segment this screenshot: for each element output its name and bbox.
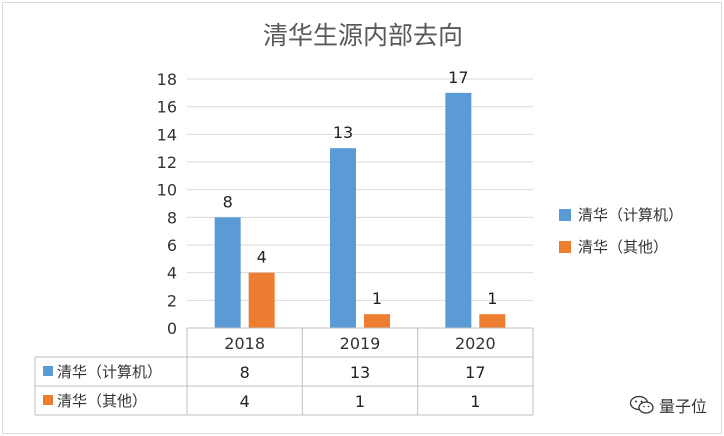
table-cell: 8 <box>240 363 250 382</box>
table-legend-key <box>43 395 53 405</box>
data-label: 8 <box>223 192 233 211</box>
watermark: 量子位 <box>629 393 707 417</box>
y-tick-label: 8 <box>167 208 177 227</box>
legend-key <box>559 241 571 253</box>
y-tick-label: 2 <box>167 291 177 310</box>
bar-2020-0 <box>445 92 472 328</box>
table-cell: 17 <box>465 363 485 382</box>
data-label: 1 <box>372 289 382 308</box>
x-tick-label: 2020 <box>455 334 496 353</box>
y-tick-label: 12 <box>157 153 177 172</box>
y-tick-label: 16 <box>157 98 177 117</box>
table-legend-key <box>43 366 53 376</box>
data-label: 17 <box>448 68 468 87</box>
y-tick-label: 14 <box>157 125 177 144</box>
data-label: 4 <box>257 248 267 267</box>
table-series-name: 清华（其他） <box>57 392 147 410</box>
table-cell: 13 <box>350 363 370 382</box>
x-tick-label: 2018 <box>224 334 265 353</box>
x-tick-label: 2019 <box>340 334 381 353</box>
data-label: 13 <box>333 123 353 142</box>
watermark-text: 量子位 <box>658 397 707 416</box>
legend-label: 清华（计算机） <box>578 206 683 224</box>
wechat-icon <box>629 395 654 414</box>
table-cell: 4 <box>240 392 250 411</box>
bar-2018-0 <box>214 217 241 328</box>
table-cell: 1 <box>355 392 365 411</box>
y-tick-label: 4 <box>167 264 177 283</box>
y-tick-label: 0 <box>167 319 177 338</box>
legend-label: 清华（其他） <box>578 238 668 256</box>
bar-2019-1 <box>364 314 390 328</box>
table-cell: 1 <box>470 392 480 411</box>
chart-title: 清华生源内部去向 <box>263 21 463 50</box>
bar-2018-1 <box>248 272 275 328</box>
y-tick-label: 6 <box>167 236 177 255</box>
bar-2020-1 <box>479 314 506 328</box>
y-tick-label: 10 <box>157 181 177 200</box>
legend-key <box>559 209 571 221</box>
data-label: 1 <box>487 289 497 308</box>
y-tick-label: 18 <box>157 70 177 89</box>
table-series-name: 清华（计算机） <box>57 363 162 381</box>
bar-2019-0 <box>330 148 356 328</box>
